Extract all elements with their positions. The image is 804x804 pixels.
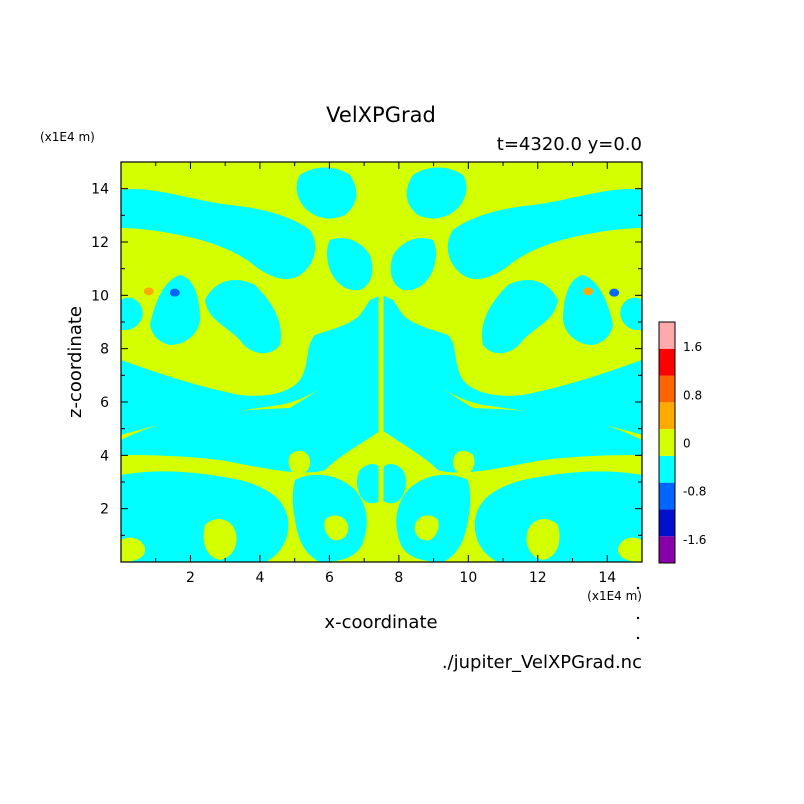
negative-region [121,188,316,280]
colorbar: 1.6 0.8 0 -0.8 -1.6 [658,321,706,564]
colorbar-label: 1.6 [683,340,702,354]
positive-patch [526,518,560,560]
chart-subtitle: t=4320.0 y=0.0 [497,134,642,155]
positive-patch [617,537,642,562]
negative-region [598,201,642,222]
positive-patch [414,515,439,541]
y-tick-label: 12 [91,235,109,251]
colorbar-label: 0.8 [683,388,702,402]
plot-area [121,162,642,562]
negative-region [327,238,373,291]
colorbar-segment [659,455,675,483]
negative-region [390,238,436,291]
marker-dot [636,616,640,620]
negative-region [382,464,406,504]
center-stripe [378,162,384,562]
colorbar-segment [659,375,675,403]
positive-patch [121,537,146,562]
negative-region [406,167,467,219]
colorbar-segment [659,536,675,563]
y-axis-label: z-coordinate [65,306,86,418]
negative-region [357,464,381,504]
plot-frame [120,161,643,563]
positive-patch [452,450,475,475]
extremum-blob [169,288,180,297]
negative-region [121,295,381,435]
x-tick-label: 2 [186,570,195,586]
y-tick-label: 8 [100,342,109,358]
x-tick-label: 12 [529,570,547,586]
x-tick-label: 8 [394,570,403,586]
negative-region [474,471,642,562]
positive-patch [203,518,237,560]
negative-region [382,359,642,473]
y-axis-ticks: 2 4 6 8 10 12 14 [91,182,642,536]
y-tick-label: 2 [100,502,109,518]
y-tick-label: 6 [100,395,109,411]
positive-patch [288,450,311,475]
source-file: ./jupiter_VelXPGrad.nc [442,652,642,673]
chart-title: VelXPGrad [326,103,436,127]
negative-region [563,275,613,345]
negative-region [205,280,281,354]
negative-region [121,359,381,473]
x-axis-label: x-coordinate [324,612,437,633]
y-tick-label: 10 [91,288,109,304]
x-axis-unit: (x1E4 m) [587,589,642,603]
y-tick-label: 14 [91,182,109,198]
negative-region [121,201,165,222]
negative-region [296,167,357,219]
negative-region [150,275,200,345]
negative-region [482,280,558,354]
colorbar-segment [659,348,675,376]
positive-patch [324,515,349,541]
x-tick-label: 6 [325,570,334,586]
marker-dot [636,586,640,590]
colorbar-segment [659,509,675,537]
colorbar-segment [659,322,675,349]
marker-dot [636,636,640,640]
negative-region [121,297,143,330]
y-tick-label: 4 [100,448,109,464]
field-extrema [143,287,620,297]
x-axis-ticks: 2 4 6 8 10 12 14 [155,162,616,586]
extremum-blob [583,287,594,296]
x-tick-label: 10 [459,570,477,586]
negative-region [447,188,642,280]
negative-region [620,297,642,330]
extremum-blob [143,287,154,296]
colorbar-label: 0 [683,437,691,451]
negative-region [121,471,289,562]
colorbar-label: -0.8 [683,485,706,499]
colorbar-segment [659,429,675,456]
colorbar-label: -1.6 [683,533,706,547]
colorbar-segment [659,402,675,430]
negative-region [382,295,642,435]
colorbar-segment [659,482,675,510]
positive-patches [121,162,642,562]
extremum-blob [609,288,620,297]
y-axis-unit: (x1E4 m) [40,130,95,144]
colorbar-frame [658,321,676,564]
negative-regions [121,167,642,562]
x-tick-label: 4 [255,570,264,586]
x-tick-label: 14 [598,570,616,586]
